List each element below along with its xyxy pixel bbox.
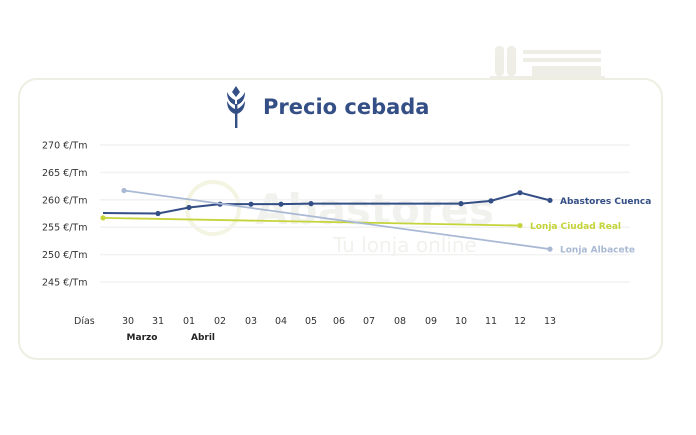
x-tick-label: 01 — [183, 316, 195, 327]
x-tick-label: 08 — [394, 316, 406, 327]
month-label: Abril — [191, 333, 215, 343]
x-tick-label: 11 — [485, 316, 497, 327]
data-point — [547, 246, 553, 252]
y-axis: 245 €/Tm 250 €/Tm 255 €/Tm 260 €/Tm 265 €/Tm… — [42, 141, 87, 289]
data-point — [517, 190, 523, 196]
y-tick-label: 265 €/Tm — [42, 168, 87, 179]
factory-logo — [490, 46, 605, 78]
wheat-icon — [227, 86, 245, 128]
x-tick-label: 05 — [305, 316, 317, 327]
x-tick-label: 06 — [333, 316, 345, 327]
data-point — [155, 210, 161, 217]
x-tick-label: 12 — [514, 316, 526, 327]
x-tick-label: 03 — [245, 316, 257, 327]
chart-card — [18, 78, 663, 360]
data-point — [517, 222, 523, 229]
series-line-lonja-albacete — [123, 189, 551, 251]
series-label: Abastores Cuenca — [560, 197, 651, 207]
x-tick-label: 10 — [455, 316, 467, 327]
watermark: Abastores Tu lonja online — [185, 180, 494, 257]
data-point — [458, 201, 464, 207]
month-label: Marzo — [127, 333, 158, 343]
x-tick-label: 13 — [544, 316, 556, 327]
data-point — [100, 215, 106, 221]
x-tick-label: 04 — [275, 316, 287, 327]
data-point — [308, 201, 314, 207]
x-axis: Días 30 31 01 02 03 04 05 06 07 08 09 10 11 12 13 Marzo A… — [74, 316, 556, 343]
series: Abastores Cuenca Lonja Ciudad Real Lonja A… — [100, 187, 651, 256]
y-tick-label: 270 €/Tm — [42, 141, 87, 152]
y-tick-label: 255 €/Tm — [42, 223, 87, 234]
x-axis-label: Días — [74, 316, 95, 327]
y-tick-label: 250 €/Tm — [42, 250, 87, 261]
y-tick-label: 260 €/Tm — [42, 195, 87, 206]
series-label: Lonja Albacete — [560, 246, 635, 256]
x-tick-label: 02 — [214, 316, 226, 327]
series-label: Lonja Ciudad Real — [530, 222, 621, 232]
data-point — [121, 187, 127, 194]
series-line-lonja-ciudad-real — [102, 216, 521, 227]
x-tick-label: 09 — [425, 316, 437, 327]
data-point — [488, 198, 494, 204]
grid — [100, 144, 630, 283]
chart-title: Precio cebada — [263, 95, 429, 119]
data-point — [278, 201, 284, 207]
x-tick-label: 31 — [152, 316, 164, 327]
x-tick-label: 30 — [122, 316, 134, 327]
data-point — [248, 201, 254, 207]
data-point — [547, 197, 553, 203]
data-point — [186, 204, 192, 211]
watermark-tagline: Tu lonja online — [332, 233, 477, 257]
x-tick-label: 07 — [363, 316, 375, 327]
y-tick-label: 245 €/Tm — [42, 278, 87, 289]
